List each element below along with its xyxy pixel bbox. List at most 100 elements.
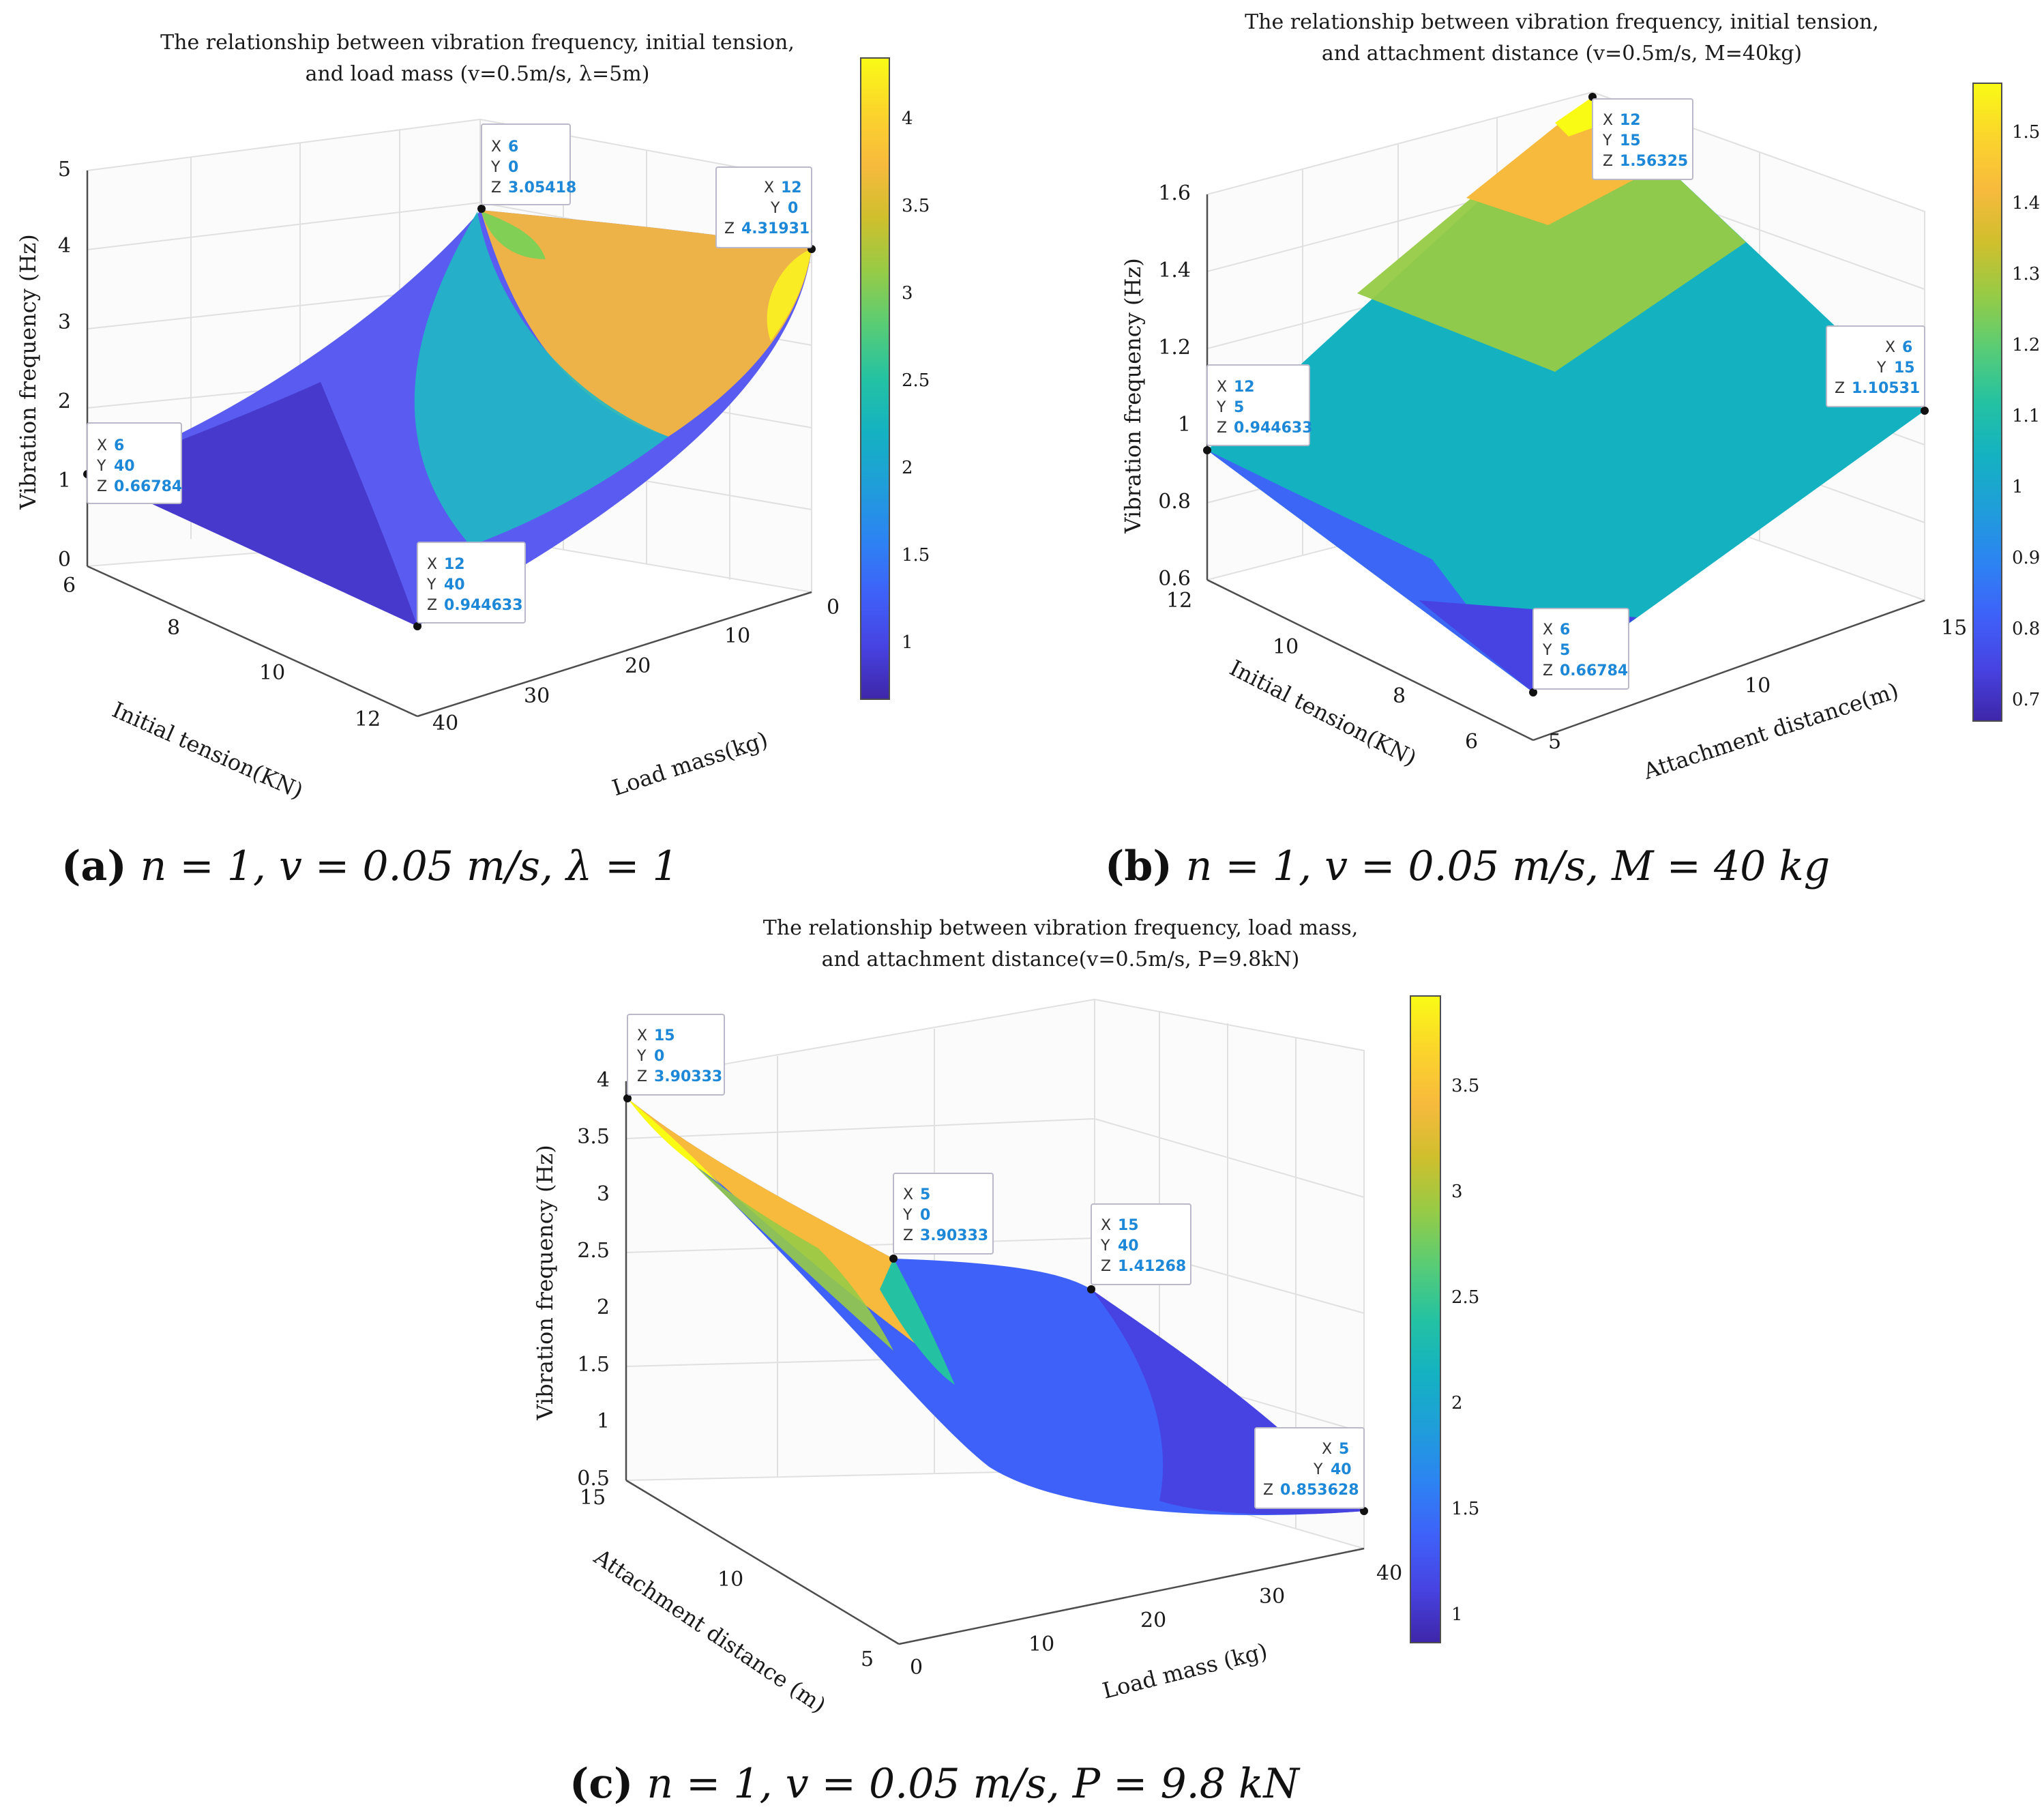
chart-b-datatip-y: 15: [1620, 132, 1641, 149]
chart-b-datatip-y: 15: [1894, 360, 1915, 377]
chart-a-x-ticks: 6 8 10 12: [63, 574, 381, 731]
svg-text:Z: Z: [1543, 662, 1553, 679]
chart-c-y-label: Load mass (kg): [1100, 1638, 1270, 1704]
chart-c-datatip-x: 5: [1339, 1441, 1349, 1458]
chart-b-y-tick: 5: [1548, 730, 1561, 754]
svg-text:Y: Y: [96, 458, 106, 475]
chart-c-colorbar-tick: 2.5: [1451, 1287, 1479, 1308]
chart-b-z-ticks: 0.6 0.8 1 1.2 1.4 1.6: [1158, 181, 1191, 591]
chart-c-x-tick: 10: [717, 1568, 743, 1592]
chart-c-y-tick: 20: [1140, 1609, 1166, 1632]
chart-a-y-label: Load mass(kg): [609, 727, 771, 801]
chart-c-z-tick: 1.5: [577, 1353, 610, 1377]
chart-c-y-tick: 30: [1259, 1585, 1285, 1609]
chart-b-datatip-x: 12: [1620, 112, 1641, 129]
chart-b-x-tick: 10: [1273, 635, 1299, 659]
chart-c-datatip-z: 1.41268: [1118, 1258, 1186, 1275]
chart-a-datatip-z: 0.944633: [444, 597, 523, 614]
chart-a-datatip[interactable]: X 12 Y 40 Z 0.944633: [413, 542, 526, 630]
chart-a-datatip-x: 12: [444, 556, 465, 573]
chart-b-colorbar-ticks: 0.7 0.8 0.9 1 1.1 1.2 1.3 1.4 1.5: [2012, 122, 2040, 710]
chart-b-title-line1: The relationship between vibration frequ…: [1245, 10, 1879, 34]
chart-b-datatip-y: 5: [1234, 399, 1244, 416]
chart-c-y-tick: 10: [1028, 1632, 1054, 1656]
chart-b-datatip-z: 0.944633: [1234, 420, 1313, 437]
chart-a-surface-shade-4: [482, 211, 546, 259]
chart-c-surface-shade-2: [627, 1098, 723, 1187]
chart-c-colorbar-ticks: 1 1.5 2 2.5 3 3.5: [1451, 1076, 1479, 1625]
chart-a-title-line1: The relationship between vibration frequ…: [160, 31, 795, 55]
chart-b-datatip-x: 6: [1902, 339, 1912, 356]
chart-b-datatip[interactable]: X 12 Y 15 Z 1.56325: [1588, 93, 1693, 180]
chart-a-colorbar: [860, 57, 890, 700]
chart-b-title-line2: and attachment distance (v=0.5m/s, M=40k…: [1322, 42, 1802, 65]
svg-text:Y: Y: [490, 159, 501, 176]
chart-a-colorbar-tick: 4: [902, 108, 913, 129]
svg-text:X: X: [1603, 112, 1613, 129]
chart-c-datatip-y: 40: [1118, 1237, 1139, 1255]
chart-b-z-tick: 0.8: [1158, 490, 1191, 514]
chart-b-datatip-z: 0.66784: [1560, 662, 1628, 679]
chart-c-datatip[interactable]: X 15 Y 40 Z 1.41268: [1087, 1203, 1191, 1293]
chart-c-x-label: Attachment distance (m): [589, 1543, 831, 1718]
svg-text:Y: Y: [770, 200, 780, 217]
svg-text:Y: Y: [1602, 132, 1612, 149]
chart-b-colorbar-tick: 1.5: [2012, 122, 2040, 143]
svg-text:X: X: [1885, 339, 1895, 356]
svg-text:X: X: [97, 437, 107, 454]
chart-c-surface-shade-3: [880, 1259, 955, 1385]
chart-a-x-tick: 12: [355, 707, 381, 731]
chart-a-x-label: Initial tension(KN): [108, 697, 307, 804]
chart-c-y-ticks: 0 10 20 30 40: [910, 1562, 1402, 1680]
svg-text:Y: Y: [1542, 642, 1552, 659]
chart-b-y-ticks: 5 10 15: [1548, 616, 1967, 754]
svg-text:X: X: [427, 556, 437, 573]
chart-a-z-tick: 4: [58, 234, 71, 258]
chart-a-y-tick: 40: [432, 712, 458, 735]
svg-text:Z: Z: [1263, 1482, 1273, 1499]
chart-c-colorbar-tick: 3.5: [1451, 1076, 1479, 1096]
chart-a-datatip-z: 3.05418: [508, 179, 576, 196]
svg-text:Z: Z: [1835, 380, 1845, 397]
chart-a-z-tick: 0: [58, 548, 71, 572]
chart-b-caption: (b) n = 1, v = 0.05 m/s, M = 40 kg: [1105, 842, 1830, 890]
chart-a-z-tick: 5: [58, 158, 71, 181]
chart-a-surface-shade-5: [87, 382, 417, 626]
chart-a-datatip-x: 6: [508, 138, 518, 156]
chart-c-datatip-y: 0: [920, 1207, 930, 1224]
svg-text:X: X: [764, 179, 774, 196]
chart-a-caption: (a) n = 1, v = 0.05 m/s, λ = 1: [61, 842, 679, 890]
chart-b-x-tick: 12: [1166, 589, 1192, 613]
svg-text:Z: Z: [1603, 153, 1613, 170]
chart-b-x-tick: 8: [1393, 684, 1406, 708]
chart-a-colorbar-tick: 1: [902, 632, 913, 653]
chart-b-datatip-x: 12: [1234, 379, 1255, 396]
chart-c-z-tick: 3.5: [577, 1125, 610, 1149]
chart-c-z-tick: 1: [597, 1409, 610, 1433]
chart-b-z-tick: 1: [1178, 413, 1191, 437]
chart-a-z-label: Vibration frequency (Hz): [15, 234, 41, 510]
chart-c-caption: (c) n = 1, v = 0.05 m/s, P = 9.8 kN: [569, 1760, 1301, 1808]
chart-c-z-tick: 4: [597, 1068, 610, 1092]
chart-b-colorbar-tick: 1.2: [2012, 335, 2040, 355]
chart-c-axes: [625, 1081, 1365, 1645]
chart-c-z-tick: 2: [597, 1295, 610, 1319]
svg-text:X: X: [1101, 1217, 1111, 1234]
svg-text:X: X: [637, 1027, 647, 1044]
chart-b-x-tick: 6: [1465, 730, 1478, 754]
chart-a-y-tick: 30: [524, 684, 550, 708]
svg-text:Y: Y: [1216, 399, 1226, 416]
chart-a-surface-shade-3: [767, 249, 812, 341]
chart-c-x-tick: 15: [580, 1486, 606, 1510]
chart-c-colorbar-tick: 2: [1451, 1393, 1463, 1413]
chart-b-datatip-y: 5: [1560, 642, 1570, 659]
